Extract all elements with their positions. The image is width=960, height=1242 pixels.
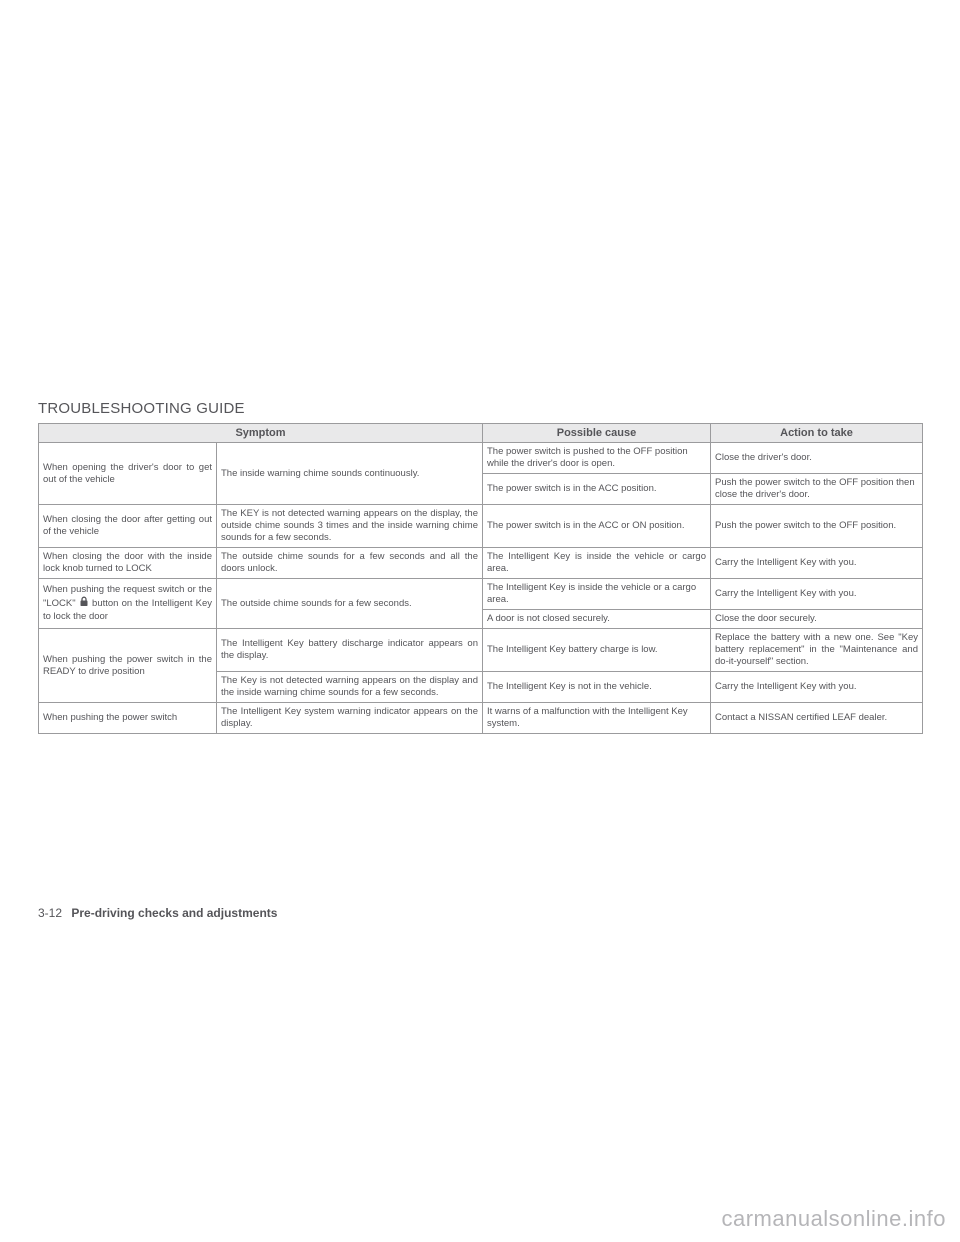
table-row: When closing the door after getting out …	[39, 505, 923, 548]
action-cell: Replace the battery with a new one. See …	[711, 629, 923, 672]
cause-cell: A door is not closed securely.	[483, 610, 711, 629]
symptom-cell: When closing the door after getting out …	[39, 505, 217, 548]
page-number: 3-12	[38, 906, 62, 920]
cause-cell: The Intelligent Key is not in the vehicl…	[483, 672, 711, 703]
symptom-cell: When closing the door with the inside lo…	[39, 548, 217, 579]
header-action: Action to take	[711, 424, 923, 443]
action-cell: Close the driver's door.	[711, 443, 923, 474]
cause-cell: The Intelligent Key battery charge is lo…	[483, 629, 711, 672]
symptom-cell: When pushing the power switch in the REA…	[39, 629, 217, 703]
action-cell: Push the power switch to the OFF positio…	[711, 474, 923, 505]
watermark: carmanualsonline.info	[721, 1206, 946, 1232]
symptom-cell: When opening the driver's door to get ou…	[39, 443, 217, 505]
symptom-cell: When pushing the request switch or the "…	[39, 579, 217, 629]
action-cell: Contact a NISSAN certified LEAF dealer.	[711, 703, 923, 734]
lock-icon	[79, 596, 89, 611]
cause-cell: The Intelligent Key is inside the vehicl…	[483, 579, 711, 610]
cause-cell: It warns of a malfunction with the Intel…	[483, 703, 711, 734]
section-title: Pre-driving checks and adjustments	[71, 906, 277, 920]
cause-cell: The power switch is in the ACC position.	[483, 474, 711, 505]
header-cause: Possible cause	[483, 424, 711, 443]
detail-cell: The inside warning chime sounds continuo…	[217, 443, 483, 505]
table-row: When pushing the power switch in the REA…	[39, 629, 923, 672]
action-cell: Close the door securely.	[711, 610, 923, 629]
action-cell: Push the power switch to the OFF positio…	[711, 505, 923, 548]
cause-cell: The Intelligent Key is inside the vehicl…	[483, 548, 711, 579]
action-cell: Carry the Intelligent Key with you.	[711, 672, 923, 703]
detail-cell: The outside chime sounds for a few secon…	[217, 548, 483, 579]
page-footer: 3-12 Pre-driving checks and adjustments	[38, 906, 277, 920]
detail-cell: The KEY is not detected warning appears …	[217, 505, 483, 548]
troubleshooting-table: Symptom Possible cause Action to take Wh…	[38, 423, 923, 734]
header-symptom: Symptom	[39, 424, 483, 443]
symptom-cell: When pushing the power switch	[39, 703, 217, 734]
section-heading: TROUBLESHOOTING GUIDE	[38, 400, 922, 417]
table-header-row: Symptom Possible cause Action to take	[39, 424, 923, 443]
detail-cell: The outside chime sounds for a few secon…	[217, 579, 483, 629]
cause-cell: The power switch is in the ACC or ON pos…	[483, 505, 711, 548]
table-row: When pushing the power switch The Intell…	[39, 703, 923, 734]
detail-cell: The Intelligent Key battery discharge in…	[217, 629, 483, 672]
table-row: When closing the door with the inside lo…	[39, 548, 923, 579]
detail-cell: The Intelligent Key system warning indic…	[217, 703, 483, 734]
table-row: When pushing the request switch or the "…	[39, 579, 923, 610]
detail-cell: The Key is not detected warning appears …	[217, 672, 483, 703]
table-row: When opening the driver's door to get ou…	[39, 443, 923, 474]
action-cell: Carry the Intelligent Key with you.	[711, 548, 923, 579]
cause-cell: The power switch is pushed to the OFF po…	[483, 443, 711, 474]
action-cell: Carry the Intelligent Key with you.	[711, 579, 923, 610]
